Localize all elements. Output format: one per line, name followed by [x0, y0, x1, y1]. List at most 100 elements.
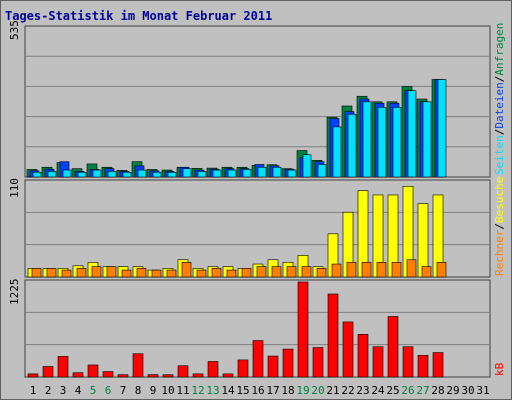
bar-rechner — [376, 262, 387, 278]
bar-rechner — [91, 266, 102, 278]
day-tick-label: 15 — [236, 384, 249, 397]
bar-rechner — [331, 263, 342, 278]
bar-kb — [42, 366, 54, 378]
bar-kb — [387, 316, 399, 378]
day-tick-label: 25 — [386, 384, 399, 397]
day-tick-label: 9 — [150, 384, 157, 397]
bar-rechner — [271, 266, 282, 278]
bar-kb — [342, 321, 354, 378]
bar-seiten — [47, 171, 57, 178]
bar-seiten — [287, 169, 297, 178]
day-tick-label: 22 — [341, 384, 354, 397]
day-tick-label: 10 — [161, 384, 174, 397]
day-tick-label: 12 — [191, 384, 204, 397]
bar-kb — [162, 374, 174, 378]
day-tick-label: 1 — [30, 384, 37, 397]
day-tick-label: 13 — [206, 384, 219, 397]
bar-seiten — [137, 169, 147, 178]
bar-seiten — [317, 164, 327, 178]
bar-rechner — [286, 266, 297, 278]
legend-anfragen: Anfragen — [493, 23, 506, 76]
bar-kb — [177, 365, 189, 378]
bar-seiten — [242, 169, 252, 178]
bar-kb — [267, 355, 279, 378]
bar-rechner — [181, 262, 192, 278]
bar-kb — [237, 359, 249, 378]
bar-kb — [297, 281, 309, 378]
day-tick-label: 21 — [326, 384, 339, 397]
bar-kb — [312, 347, 324, 378]
bar-kb — [222, 373, 234, 378]
bar-seiten — [212, 169, 222, 178]
ymax-label-bottom: 1225 — [8, 279, 21, 306]
day-tick-label: 31 — [476, 384, 489, 397]
bar-kb — [117, 374, 129, 378]
legend-dateien: Dateien — [493, 82, 506, 128]
bar-seiten — [437, 79, 447, 178]
bar-seiten — [107, 171, 117, 178]
bar-kb — [57, 356, 69, 378]
bar-seiten — [152, 171, 162, 178]
bar-rechner — [121, 269, 132, 278]
bar-rechner — [256, 266, 267, 278]
bar-kb — [372, 346, 384, 378]
ymax-label-top: 535 — [8, 20, 21, 40]
bar-seiten — [182, 168, 192, 178]
legend-kb: kB — [493, 362, 506, 376]
bar-rechner — [151, 269, 162, 278]
bar-seiten — [407, 90, 417, 178]
day-tick-label: 6 — [105, 384, 112, 397]
bar-seiten — [362, 101, 372, 178]
bar-rechner — [226, 269, 237, 278]
bar-kb — [27, 373, 39, 378]
ymax-label-middle: 110 — [8, 178, 21, 198]
legend-separator: / — [493, 129, 506, 136]
chart-title: Tages-Statistik im Monat Februar 2011 — [5, 9, 272, 23]
bar-seiten — [32, 171, 42, 178]
bottom-legend: kB — [493, 362, 506, 376]
bar-rechner — [346, 262, 357, 278]
bar-kb — [327, 293, 339, 378]
legend-besuche: Besuche — [493, 177, 506, 223]
legend-seiten: Seiten — [493, 135, 506, 175]
bar-kb — [402, 346, 414, 378]
bar-rechner — [301, 266, 312, 278]
bar-kb — [102, 371, 114, 378]
bar-seiten — [347, 114, 357, 178]
bar-kb — [192, 373, 204, 378]
bar-rechner — [316, 268, 327, 278]
bar-seiten — [122, 171, 132, 178]
bar-seiten — [167, 171, 177, 178]
bar-kb — [87, 364, 99, 378]
legend-separator: / — [493, 223, 506, 230]
day-tick-label: 3 — [60, 384, 67, 397]
day-tick-label: 17 — [266, 384, 279, 397]
bar-rechner — [391, 262, 402, 278]
day-tick-label: 29 — [446, 384, 459, 397]
bar-rechner — [106, 266, 117, 278]
bar-kb — [432, 352, 444, 378]
bar-kb — [417, 354, 429, 378]
bar-seiten — [332, 126, 342, 178]
bar-kb — [132, 353, 144, 378]
day-tick-label: 4 — [75, 384, 82, 397]
bar-kb — [282, 348, 294, 378]
day-tick-label: 26 — [401, 384, 414, 397]
bar-rechner — [406, 259, 417, 278]
bar-rechner — [61, 269, 72, 278]
day-tick-label: 24 — [371, 384, 385, 397]
bar-seiten — [302, 154, 312, 178]
bar-rechner — [421, 266, 432, 278]
bar-rechner — [196, 269, 207, 278]
day-tick-label: 8 — [135, 384, 142, 397]
day-tick-label: 20 — [311, 384, 324, 397]
bar-rechner — [76, 268, 87, 278]
bar-kb — [72, 372, 84, 378]
bar-seiten — [197, 171, 207, 178]
bar-kb — [252, 340, 264, 378]
bar-rechner — [166, 269, 177, 278]
day-tick-label: 28 — [431, 384, 444, 397]
